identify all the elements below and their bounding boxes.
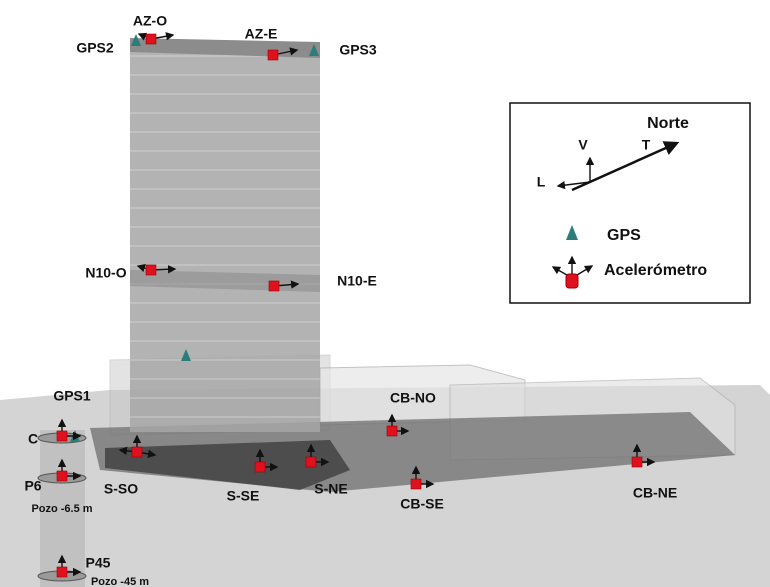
label: CB-NE	[633, 485, 677, 501]
label: CB-SE	[400, 496, 444, 512]
label: S-SO	[104, 481, 138, 497]
label: S-NE	[314, 481, 347, 497]
label: GPS1	[53, 388, 91, 404]
legend-accel: Acelerómetro	[604, 262, 707, 279]
label: P45	[86, 555, 111, 571]
legend-north: Norte	[647, 115, 689, 132]
legend-axis: L	[537, 174, 546, 190]
label: Pozo -6.5 m	[31, 503, 92, 515]
label: AZ-E	[245, 26, 278, 42]
legend: Norte V T L GPS Acelerómetro	[509, 102, 751, 304]
label: P6	[24, 478, 41, 494]
label: N10-E	[337, 273, 377, 289]
label: AZ-O	[133, 13, 167, 29]
scene	[0, 38, 770, 587]
label: N10-O	[85, 265, 126, 281]
legend-gps: GPS	[607, 227, 641, 244]
label: CB-NO	[390, 390, 436, 406]
label: S-SE	[227, 488, 260, 504]
label: GPS3	[339, 42, 377, 58]
sensor-labels: AZ-O AZ-E GPS2 GPS3 N10-O N10-E GPS1 C P…	[24, 13, 677, 587]
sensors	[56, 32, 656, 578]
label: Pozo -45 m	[91, 576, 149, 587]
legend-axis: V	[578, 137, 588, 153]
label: C	[28, 431, 38, 447]
label: GPS2	[76, 40, 114, 56]
legend-axis: T	[642, 137, 651, 153]
